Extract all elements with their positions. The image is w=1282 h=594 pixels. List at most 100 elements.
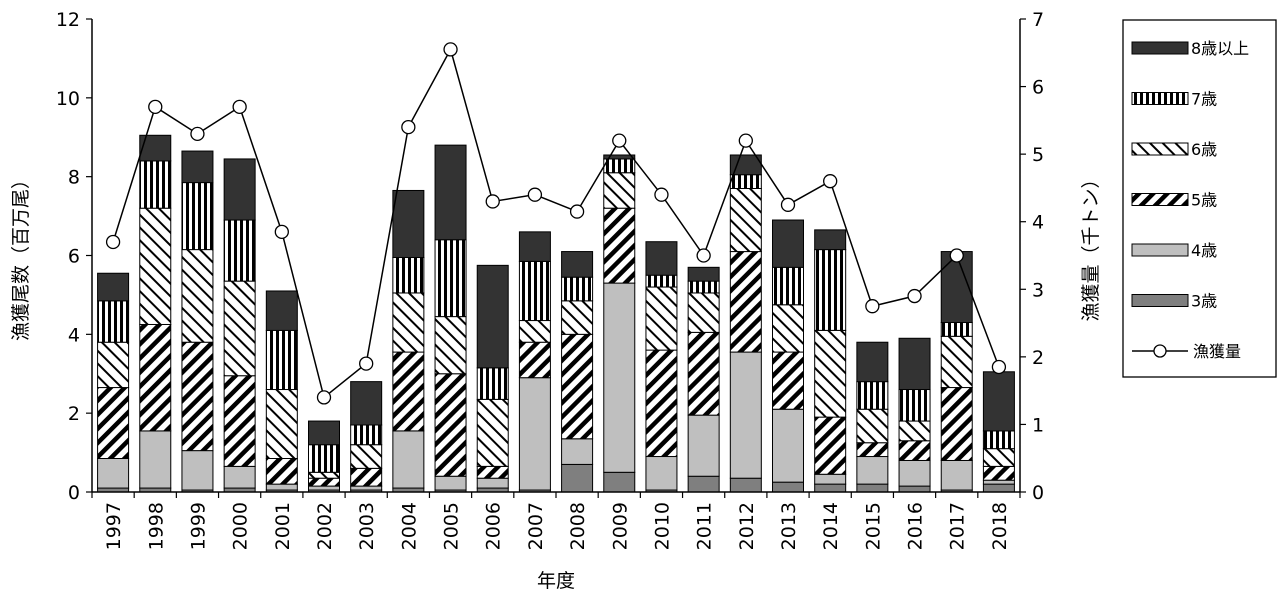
line-point-2003: [359, 356, 374, 371]
legend-label-8歳以上: 8歳以上: [1191, 39, 1249, 58]
bar-2014-6歳: [814, 329, 847, 418]
line-point-2000: [232, 99, 247, 114]
x-tick-label: 2011: [694, 502, 716, 550]
left-tick-label: 4: [68, 324, 80, 346]
left-tick-label: 2: [68, 403, 80, 425]
bar-1999-5歳: [181, 341, 214, 452]
bar-2001-7歳: [265, 329, 298, 391]
bar-2011-3歳: [687, 475, 720, 493]
legend-swatch-8歳以上: [1131, 41, 1189, 55]
line-point-2010: [654, 187, 669, 202]
bar-2016-7歳: [898, 389, 931, 422]
line-point-1998: [148, 99, 163, 114]
left-tick-label: 10: [56, 88, 80, 110]
right-tick-label: 4: [1032, 212, 1044, 234]
bar-2001-6歳: [265, 389, 298, 459]
legend-swatch-6歳: [1131, 142, 1189, 156]
bar-2004-6歳: [392, 292, 425, 353]
legend-swatch-7歳: [1131, 92, 1189, 105]
bar-2002-5歳: [308, 477, 340, 487]
bar-2003-8歳以上: [350, 381, 383, 426]
bar-2003-5歳: [350, 467, 383, 487]
x-tick-label: 2001: [272, 502, 294, 550]
legend-swatch-5歳: [1131, 193, 1189, 206]
bar-2012-3歳: [729, 477, 762, 493]
bar-2017-4歳: [940, 459, 973, 491]
bar-2016-3歳: [898, 485, 931, 493]
left-tick-label: 12: [56, 9, 80, 31]
bar-2011-6歳: [687, 292, 720, 333]
bar-2015-5歳: [856, 442, 889, 458]
x-tick-label: 2002: [314, 502, 336, 550]
bar-2011-5歳: [687, 331, 720, 416]
x-tick-label: 2006: [483, 502, 505, 550]
bar-2013-6歳: [772, 304, 804, 353]
bar-2010-6歳: [645, 286, 678, 351]
bar-2002-8歳以上: [308, 420, 340, 446]
bar-2005-5歳: [434, 373, 467, 477]
bar-2010-8歳以上: [645, 241, 678, 276]
right-tick-label: 0: [1032, 482, 1044, 504]
line-point-2013: [780, 197, 796, 212]
right-tick-label: 2: [1032, 347, 1044, 369]
bar-2017-5歳: [940, 387, 973, 461]
bar-1998-4歳: [139, 430, 172, 489]
bar-2014-8歳以上: [814, 229, 847, 251]
bar-2018-6歳: [982, 448, 1015, 467]
bar-2008-7歳: [561, 276, 594, 302]
bar-2005-8歳以上: [434, 144, 467, 241]
bar-2006-5歳: [476, 465, 509, 479]
x-tick-label: 2014: [820, 502, 842, 550]
bar-2015-4歳: [856, 456, 889, 485]
left-tick-label: 0: [68, 482, 80, 504]
line-point-2014: [823, 174, 838, 189]
legend-label-line: 漁獲量: [1193, 342, 1241, 361]
bar-2015-8歳以上: [856, 341, 889, 383]
line-point-2015: [865, 299, 880, 314]
bar-1998-7歳: [139, 160, 172, 209]
line-point-2005: [443, 42, 458, 57]
line-point-1999: [190, 126, 205, 142]
bar-2007-8歳以上: [518, 231, 551, 262]
bar-2013-7歳: [772, 266, 804, 306]
line-point-2011: [696, 248, 711, 263]
bar-2008-4歳: [561, 438, 594, 465]
bar-2012-5歳: [729, 251, 762, 353]
bar-2013-5歳: [772, 351, 804, 410]
line-point-2009: [612, 133, 627, 148]
bar-2008-8歳以上: [561, 251, 594, 278]
bar-2005-4歳: [434, 475, 467, 491]
bar-1997-5歳: [97, 387, 130, 459]
bar-2009-8歳以上: [603, 154, 636, 160]
bar-2002-6歳: [308, 471, 340, 479]
x-tick-label: 2016: [905, 502, 927, 550]
bar-2008-3歳: [561, 463, 594, 493]
x-tick-label: 2013: [778, 502, 800, 550]
bar-2003-4歳: [350, 485, 383, 491]
bar-2013-8歳以上: [772, 219, 804, 268]
legend-swatch-3歳: [1131, 294, 1189, 307]
bar-2016-8歳以上: [898, 337, 931, 391]
x-tick-label: 2000: [230, 502, 252, 550]
x-tick-label: 2009: [609, 502, 631, 550]
bar-2009-3歳: [603, 471, 636, 493]
bar-2007-5歳: [518, 341, 551, 379]
bar-2003-6歳: [350, 444, 383, 469]
bar-2000-5歳: [223, 375, 256, 467]
y2-axis-title: 漁獲量（千トン）: [1080, 169, 1102, 321]
bar-2007-6歳: [518, 320, 551, 343]
bar-2009-6歳: [603, 172, 636, 209]
bar-2017-6歳: [940, 335, 973, 389]
bar-2001-5歳: [265, 458, 298, 485]
bar-2009-7歳: [603, 158, 636, 174]
bar-1999-8歳以上: [181, 150, 214, 184]
bar-2009-4歳: [603, 282, 636, 473]
x-tick-label: 2008: [567, 502, 589, 550]
bar-2018-8歳以上: [982, 371, 1015, 432]
line-point-2006: [485, 194, 500, 209]
line-point-2001: [274, 224, 289, 240]
bar-1999-6歳: [181, 249, 214, 343]
bar-2014-4歳: [814, 473, 847, 485]
legend-label-5歳: 5歳: [1191, 191, 1217, 210]
bar-2015-3歳: [856, 483, 889, 493]
